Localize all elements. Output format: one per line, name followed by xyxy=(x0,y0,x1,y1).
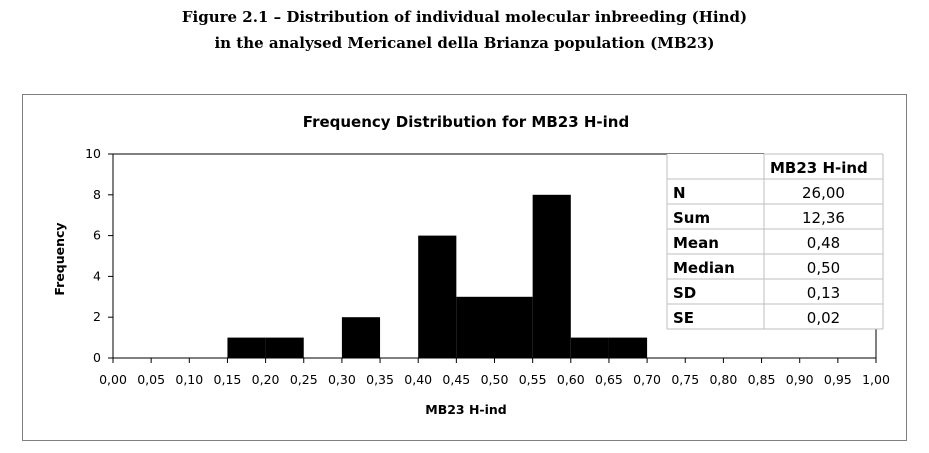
histogram-bar xyxy=(608,337,648,358)
y-tick-label: 8 xyxy=(93,187,101,202)
x-tick-label: 0,60 xyxy=(557,372,585,387)
stats-row-value: 0,02 xyxy=(807,309,840,327)
y-tick-label: 10 xyxy=(85,146,101,161)
stats-table-header: MB23 H-ind xyxy=(770,159,868,177)
stats-row-label: Median xyxy=(673,259,735,277)
histogram-chart: Frequency Distribution for MB23 H-ind Fr… xyxy=(52,113,890,417)
x-tick-label: 0,35 xyxy=(366,372,394,387)
histogram-bar xyxy=(341,317,381,358)
histogram-bar xyxy=(532,194,571,358)
chart-frame: Frequency Distribution for MB23 H-ind Fr… xyxy=(22,94,907,441)
plot-area: 0 2 4 6 8 10 0,00 0,05 0,10 0,15 0,20 0,25 0,30 0,35 0… xyxy=(85,146,890,387)
histogram-bar xyxy=(456,296,495,358)
figure-caption-line-1: Figure 2.1 – Distribution of individual … xyxy=(181,8,748,26)
stats-row-value: 0,50 xyxy=(807,259,840,277)
x-tick-label: 0,10 xyxy=(175,372,203,387)
stats-row-label: Sum xyxy=(673,209,710,227)
stats-row-value: 0,13 xyxy=(807,284,840,302)
x-tick-label: 0,05 xyxy=(137,372,165,387)
x-tick-label: 0,70 xyxy=(633,372,661,387)
x-tick-label: 0,40 xyxy=(404,372,432,387)
x-tick-label: 0,85 xyxy=(748,372,776,387)
stats-row-label: Mean xyxy=(673,234,719,252)
histogram-bar xyxy=(227,337,266,358)
x-tick-label: 0,90 xyxy=(786,372,814,387)
x-tick-label: 0,75 xyxy=(671,372,699,387)
x-tick-label: 0,45 xyxy=(442,372,470,387)
figure-caption: Figure 2.1 – Distribution of individual … xyxy=(0,0,929,56)
chart-title: Frequency Distribution for MB23 H-ind xyxy=(303,113,629,131)
figure-caption-line-2: in the analysed Mericanel della Brianza … xyxy=(214,34,715,52)
x-tick-label: 0,20 xyxy=(252,372,280,387)
stats-row-value: 26,00 xyxy=(802,184,845,202)
x-tick-label: 1,00 xyxy=(862,372,890,387)
stats-row-label: N xyxy=(673,184,686,202)
stats-row-value: 12,36 xyxy=(802,209,845,227)
y-tick-label: 0 xyxy=(93,350,101,365)
x-tick-label: 0,80 xyxy=(709,372,737,387)
x-tick-label: 0,50 xyxy=(481,372,509,387)
x-tick-label: 0,30 xyxy=(328,372,356,387)
x-tick-label: 0,65 xyxy=(595,372,623,387)
stats-row-label: SE xyxy=(673,309,694,327)
y-axis-label: Frequency xyxy=(52,222,67,295)
x-tick-label: 0,25 xyxy=(290,372,318,387)
histogram-bar xyxy=(570,337,609,358)
stats-row-value: 0,48 xyxy=(807,234,840,252)
x-tick-label: 0,00 xyxy=(99,372,127,387)
x-tick-label: 0,15 xyxy=(214,372,242,387)
histogram-bar xyxy=(265,337,304,358)
y-tick-label: 4 xyxy=(93,268,101,283)
stats-row-label: SD xyxy=(673,284,696,302)
stats-table-background xyxy=(667,154,883,329)
x-tick-label: 0,95 xyxy=(824,372,852,387)
stats-table: MB23 H-ind N 26,00 Sum 12,36 Mean 0,48 Median 0,… xyxy=(666,153,884,330)
histogram-bar xyxy=(418,235,457,358)
histogram-bar xyxy=(494,296,533,358)
x-tick-label: 0,55 xyxy=(519,372,547,387)
y-tick-label: 6 xyxy=(93,228,101,243)
y-tick-label: 2 xyxy=(93,309,101,324)
x-axis-label: MB23 H-ind xyxy=(425,402,507,417)
